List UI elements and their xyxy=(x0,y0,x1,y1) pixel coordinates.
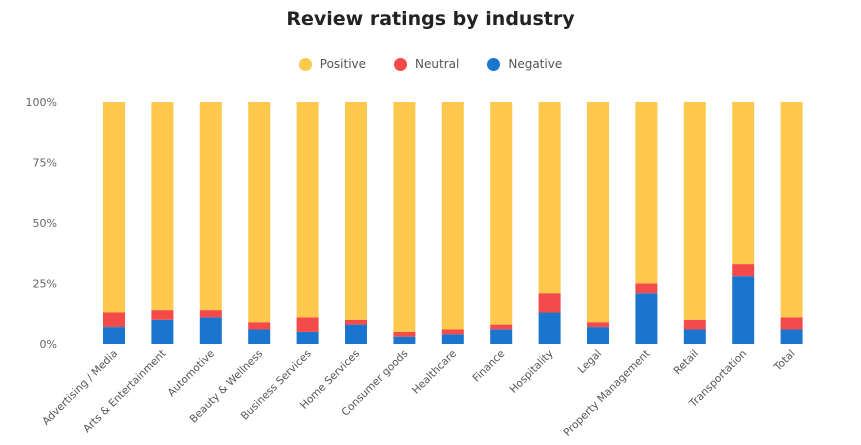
bar-positive xyxy=(248,102,271,323)
x-tick-label: Property Management xyxy=(561,348,652,439)
bar-positive xyxy=(635,102,658,284)
bar-negative xyxy=(780,329,803,344)
legend-item-neutral: Neutral xyxy=(394,57,459,71)
bar-neutral xyxy=(635,283,658,294)
legend-swatch-positive xyxy=(298,57,312,71)
bar-neutral xyxy=(441,329,464,335)
legend-item-positive: Positive xyxy=(298,57,367,71)
y-tick-label: 0% xyxy=(40,338,57,351)
x-tick-label: Automotive xyxy=(165,348,216,399)
legend-swatch-negative xyxy=(487,57,501,71)
bar-negative xyxy=(732,276,755,344)
bar-neutral xyxy=(732,264,755,277)
bar-negative xyxy=(151,319,174,344)
bar-positive xyxy=(780,102,803,318)
chart-title: Review ratings by industry xyxy=(286,8,575,30)
bar-negative xyxy=(538,312,561,344)
bar-negative xyxy=(248,329,271,344)
bar-neutral xyxy=(490,324,513,330)
legend-swatch-neutral xyxy=(394,57,408,71)
bar-positive xyxy=(490,102,513,325)
x-tick-label: Arts & Entertainment xyxy=(81,348,168,435)
legend-item-negative: Negative xyxy=(487,57,562,71)
bar-neutral xyxy=(780,317,803,330)
bar-neutral xyxy=(151,310,174,320)
bar-negative xyxy=(103,327,125,344)
bar-neutral xyxy=(393,331,416,337)
bar-neutral xyxy=(345,319,367,325)
y-tick-label: 25% xyxy=(33,278,57,291)
bar-neutral xyxy=(683,319,706,330)
bar-negative xyxy=(490,329,513,344)
legend-label-positive: Positive xyxy=(319,57,367,71)
bar-positive xyxy=(587,102,609,323)
y-tick-label: 50% xyxy=(33,217,57,230)
bar-positive xyxy=(538,102,561,294)
y-tick-label: 100% xyxy=(26,96,57,109)
bar-positive xyxy=(441,102,464,330)
x-tick-label: Hospitality xyxy=(508,348,556,396)
bar-positive xyxy=(345,102,367,320)
bar-positive xyxy=(732,102,755,265)
x-tick-label: Finance xyxy=(470,348,507,385)
bar-neutral xyxy=(248,322,271,330)
bar-negative xyxy=(635,293,658,344)
bar-neutral xyxy=(199,310,222,318)
x-tick-label: Legal xyxy=(576,348,604,376)
bar-positive xyxy=(296,102,319,318)
bar-negative xyxy=(587,327,609,344)
x-tick-label: Retail xyxy=(671,348,700,377)
bar-positive xyxy=(683,102,706,320)
bar-negative xyxy=(199,317,222,344)
bar-positive xyxy=(151,102,174,311)
bar-positive xyxy=(103,102,125,313)
bar-neutral xyxy=(296,317,319,332)
bar-negative xyxy=(393,336,416,344)
legend: Positive Neutral Negative xyxy=(0,57,861,71)
bar-positive xyxy=(199,102,222,311)
legend-label-negative: Negative xyxy=(508,57,563,71)
x-tick-label: Healthcare xyxy=(410,348,459,397)
x-tick-label: Total xyxy=(771,348,798,375)
bar-neutral xyxy=(103,312,125,327)
legend-label-neutral: Neutral xyxy=(415,57,460,71)
bar-neutral xyxy=(587,322,609,327)
bar-neutral xyxy=(538,293,561,313)
bar-negative xyxy=(296,331,319,344)
y-tick-label: 75% xyxy=(33,157,57,170)
bar-negative xyxy=(345,324,367,344)
bar-positive xyxy=(393,102,416,332)
bar-negative xyxy=(683,329,706,344)
bar-negative xyxy=(441,334,464,344)
